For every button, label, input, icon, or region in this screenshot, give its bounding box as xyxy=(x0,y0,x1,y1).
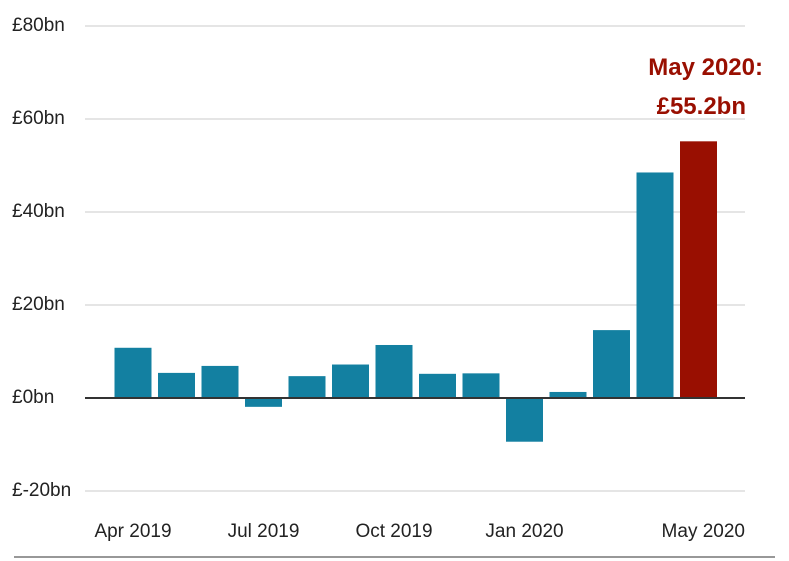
bars xyxy=(114,141,717,442)
highlight-annotation: May 2020: £55.2bn xyxy=(648,54,763,120)
x-axis-ticks: Apr 2019 Jul 2019 Oct 2019 Jan 2020 May 2020 xyxy=(94,521,745,542)
annotation-line-1: May 2020: xyxy=(648,54,763,81)
y-tick-label: £60bn xyxy=(12,108,65,129)
y-tick-label: £0bn xyxy=(12,387,54,408)
y-tick-label: £20bn xyxy=(12,294,65,315)
x-tick-label: Oct 2019 xyxy=(355,521,432,542)
bar xyxy=(375,344,413,398)
bar xyxy=(506,398,543,442)
y-axis-ticks: £-20bn £0bn £20bn £40bn £60bn £80bn xyxy=(12,15,71,501)
y-tick-label: £-20bn xyxy=(12,480,71,501)
y-tick-label: £40bn xyxy=(12,201,65,222)
bar xyxy=(549,391,587,398)
bar xyxy=(593,330,630,398)
bar-highlight xyxy=(680,141,717,398)
x-tick-label: Apr 2019 xyxy=(94,521,171,542)
bar xyxy=(158,372,195,398)
grid-lines xyxy=(85,25,745,492)
x-tick-label: Jul 2019 xyxy=(228,521,300,542)
bar xyxy=(288,376,326,398)
x-tick-label: Jan 2020 xyxy=(485,521,563,542)
bar xyxy=(201,365,239,398)
bar xyxy=(114,347,152,398)
bar xyxy=(419,373,456,398)
y-tick-label: £80bn xyxy=(12,15,65,36)
bar xyxy=(245,398,282,407)
annotation-line-2: £55.2bn xyxy=(657,93,746,120)
x-tick-label: May 2020 xyxy=(662,521,745,542)
bar xyxy=(636,172,674,398)
bar xyxy=(462,373,500,398)
bar xyxy=(332,364,369,398)
